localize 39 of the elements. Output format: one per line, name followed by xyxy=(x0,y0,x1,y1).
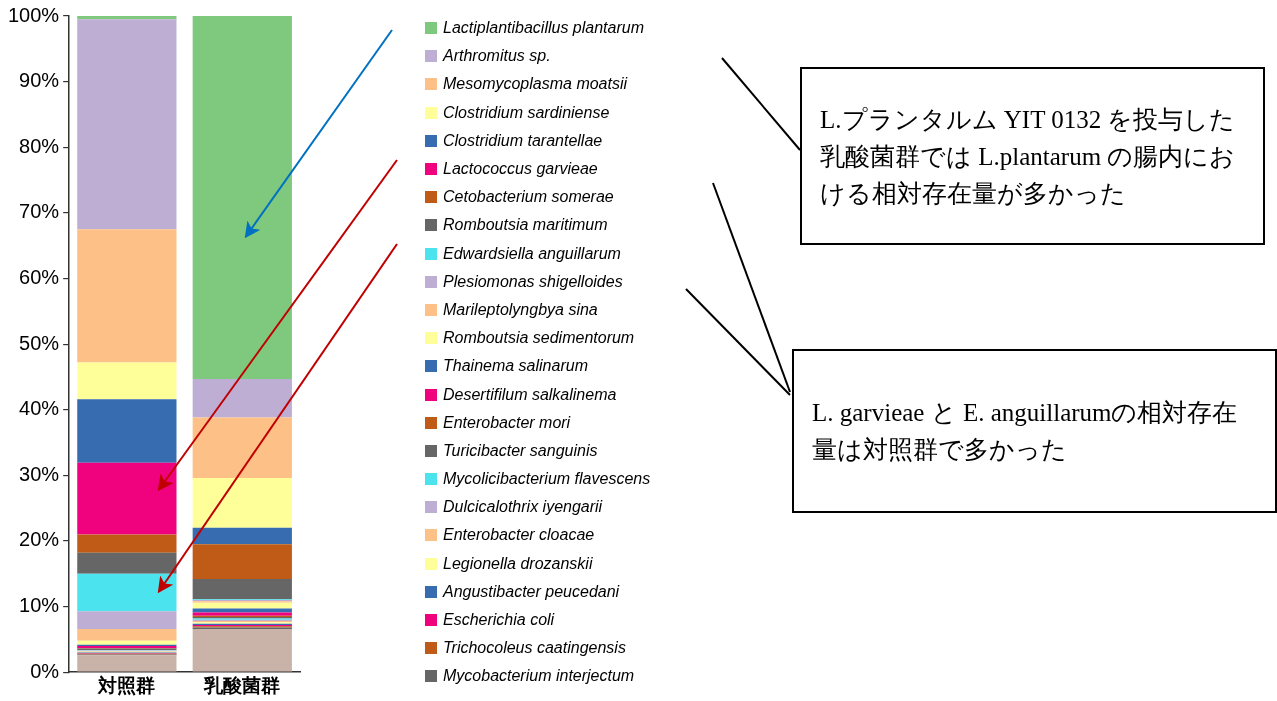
x-tick-label: 乳酸菌群 xyxy=(203,674,281,696)
legend-label: Plesiomonas shigelloides xyxy=(443,272,623,291)
legend-label: Marileptolyngbya sina xyxy=(443,300,598,319)
legend-label: Lactiplantibacillus plantarum xyxy=(443,19,644,38)
legend-label: Dulcicalothrix iyengarii xyxy=(443,498,603,517)
legend-label: Mesomycoplasma moatsii xyxy=(443,75,628,94)
y-tick-label: 30% xyxy=(19,462,60,485)
legend-label: Turicibacter sanguinis xyxy=(443,441,598,460)
y-tick-label: 60% xyxy=(19,266,60,288)
legend-label: Clostridium tarantellae xyxy=(443,131,603,150)
y-tick-label: 0% xyxy=(30,659,60,682)
legend-label: Romboutsia sedimentorum xyxy=(443,329,635,348)
legend-label: Enterobacter cloacae xyxy=(443,526,595,545)
legend-label: Lactococcus garvieae xyxy=(443,160,598,179)
y-tick-label: 100% xyxy=(8,3,60,26)
legend-label: Escherichia coli xyxy=(443,611,555,630)
legend-label: Legionella drozanskii xyxy=(443,554,593,573)
legend-label: Edwardsiella anguillarum xyxy=(443,244,621,263)
legend-label: Trichocoleus caatingensis xyxy=(443,639,626,658)
legend-label: Arthromitus sp. xyxy=(443,47,551,66)
legend-label: Desertifilum salkalinema xyxy=(443,385,617,404)
legend-label: Clostridium sardiniense xyxy=(443,103,610,122)
y-tick-label: 40% xyxy=(19,397,60,420)
legend-label: Mycobacterium interjectum xyxy=(443,667,635,686)
y-tick-label: 70% xyxy=(19,200,60,223)
legend-label: Enterobacter mori xyxy=(443,413,571,432)
y-tick-label: 80% xyxy=(19,134,60,157)
legend-label: Angustibacter peucedani xyxy=(443,582,620,601)
legend-label: Cetobacterium somerae xyxy=(443,188,614,207)
y-tick-label: 50% xyxy=(19,331,60,354)
text: L.プランタルム YIT 0132 を投与した乳酸菌群では L.plantarum の腸内における相対存在量が多かった xyxy=(820,104,1237,209)
y-tick-label: 20% xyxy=(19,528,60,551)
x-tick-label: 対照群 xyxy=(97,674,156,696)
legend-label: Romboutsia maritimum xyxy=(443,216,608,235)
y-tick-label: 90% xyxy=(19,69,60,92)
y-tick-label: 10% xyxy=(19,594,60,617)
legend-label: Thainema salinarum xyxy=(443,357,588,376)
text: L. garvieae と E. anguillarumの相対存在量は対照群で多かった xyxy=(812,398,1239,465)
legend-label: Mycolicibacterium flavescens xyxy=(443,470,651,489)
